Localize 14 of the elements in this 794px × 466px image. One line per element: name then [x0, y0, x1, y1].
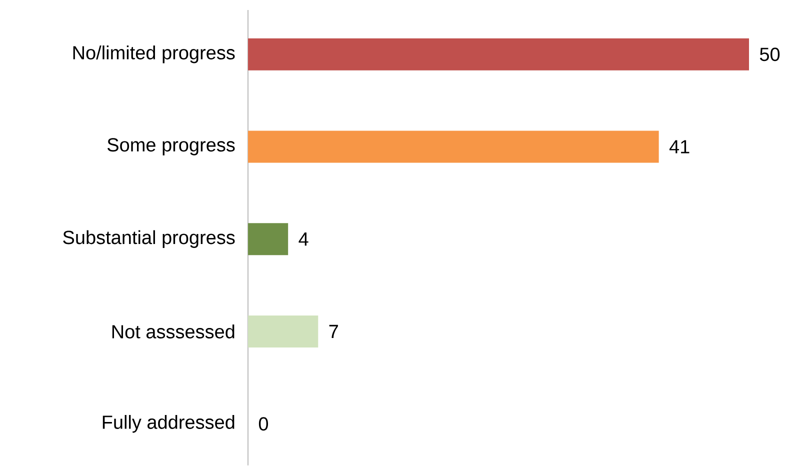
data-label: 0 — [258, 417, 268, 431]
bar — [248, 223, 288, 256]
bar — [248, 38, 750, 70]
data-label: 7 — [329, 324, 338, 338]
data-label: 50 — [760, 48, 780, 62]
y-tick-label: Not asssessed — [112, 324, 234, 338]
bar — [248, 130, 659, 163]
bar — [248, 315, 318, 348]
y-tick-label: Some progress — [107, 138, 235, 156]
y-tick-label: Fully addressed — [102, 414, 234, 433]
y-tick-label: Substantial progress — [63, 230, 235, 248]
y-tick-label: No/limited progress — [73, 45, 235, 64]
data-label: 41 — [669, 140, 690, 154]
data-label: 4 — [298, 232, 308, 246]
